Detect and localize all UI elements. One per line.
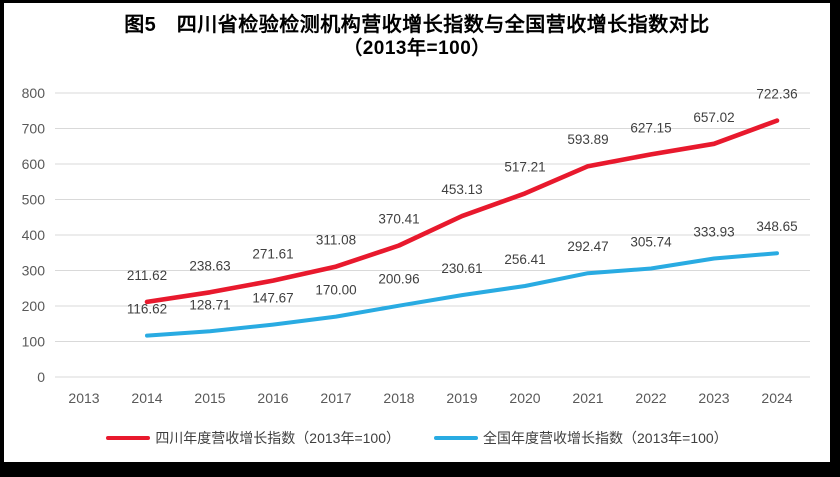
data-label: 230.61 bbox=[441, 261, 482, 276]
x-axis-tick-label: 2022 bbox=[635, 390, 666, 406]
data-label: 292.47 bbox=[567, 239, 608, 254]
chart-title-line2: （2013年=100） bbox=[343, 38, 491, 59]
y-axis-tick-label: 200 bbox=[22, 298, 46, 314]
data-label: 453.13 bbox=[441, 182, 482, 197]
y-axis-tick-label: 400 bbox=[22, 227, 46, 243]
y-axis-tick-label: 100 bbox=[22, 334, 46, 350]
data-label: 116.62 bbox=[127, 302, 167, 317]
legend-item-national: 全国年度营收增长指数（2013年=100） bbox=[434, 428, 728, 448]
x-axis-tick-label: 2018 bbox=[383, 390, 414, 406]
data-label: 170.00 bbox=[315, 283, 356, 298]
chart-title-line1: 图5 四川省检验检测机构营收增长指数与全国营收增长指数对比 bbox=[124, 14, 710, 36]
data-label: 256.41 bbox=[504, 252, 545, 267]
x-axis-tick-label: 2020 bbox=[509, 390, 540, 406]
sichuan-series-line-swatch bbox=[106, 436, 151, 440]
data-label: 348.65 bbox=[756, 219, 797, 234]
chart-title: 图5 四川省检验检测机构营收增长指数与全国营收增长指数对比 （2013年=100… bbox=[4, 13, 830, 61]
data-label: 200.96 bbox=[378, 272, 419, 287]
data-label: 657.02 bbox=[693, 110, 734, 125]
data-label: 333.93 bbox=[693, 224, 734, 239]
y-axis-tick-label: 500 bbox=[22, 192, 46, 208]
sichuan-series-label: 四川年度营收增长指数（2013年=100） bbox=[155, 430, 400, 446]
y-axis-tick-label: 300 bbox=[22, 263, 46, 279]
series-line-0 bbox=[144, 118, 780, 305]
data-label: 128.71 bbox=[189, 297, 230, 312]
national-series-label: 全国年度营收增长指数（2013年=100） bbox=[483, 430, 728, 446]
chart-canvas bbox=[4, 3, 830, 462]
x-axis-tick-label: 2015 bbox=[194, 390, 225, 406]
data-label: 593.89 bbox=[567, 132, 608, 147]
x-axis-tick-label: 2019 bbox=[446, 390, 477, 406]
data-label: 311.08 bbox=[316, 233, 356, 248]
y-axis-tick-label: 700 bbox=[22, 121, 46, 137]
data-label: 517.21 bbox=[504, 159, 545, 174]
x-axis-tick-label: 2021 bbox=[572, 390, 603, 406]
x-axis-tick-label: 2023 bbox=[698, 390, 729, 406]
chart-legend: 四川年度营收增长指数（2013年=100） 全国年度营收增长指数（2013年=1… bbox=[4, 428, 830, 448]
national-series-line-swatch bbox=[434, 436, 478, 440]
data-label: 211.62 bbox=[127, 268, 167, 283]
legend-item-sichuan: 四川年度营收增长指数（2013年=100） bbox=[106, 428, 400, 448]
y-axis-tick-label: 0 bbox=[37, 369, 45, 385]
x-axis-tick-label: 2014 bbox=[131, 390, 162, 406]
data-label: 147.67 bbox=[252, 291, 293, 306]
series-line-1 bbox=[145, 251, 779, 338]
data-label: 271.61 bbox=[252, 247, 293, 262]
data-label: 238.63 bbox=[189, 258, 230, 273]
data-label: 305.74 bbox=[630, 234, 672, 249]
y-axis-tick-label: 800 bbox=[22, 85, 46, 101]
y-axis-tick-label: 600 bbox=[22, 156, 46, 172]
x-axis-tick-label: 2016 bbox=[257, 390, 288, 406]
x-axis-tick-label: 2013 bbox=[68, 390, 99, 406]
x-axis-tick-label: 2017 bbox=[320, 390, 351, 406]
data-label: 722.36 bbox=[756, 87, 797, 102]
x-axis-tick-label: 2024 bbox=[761, 390, 792, 406]
data-label: 627.15 bbox=[630, 120, 671, 135]
data-label: 370.41 bbox=[378, 212, 419, 227]
